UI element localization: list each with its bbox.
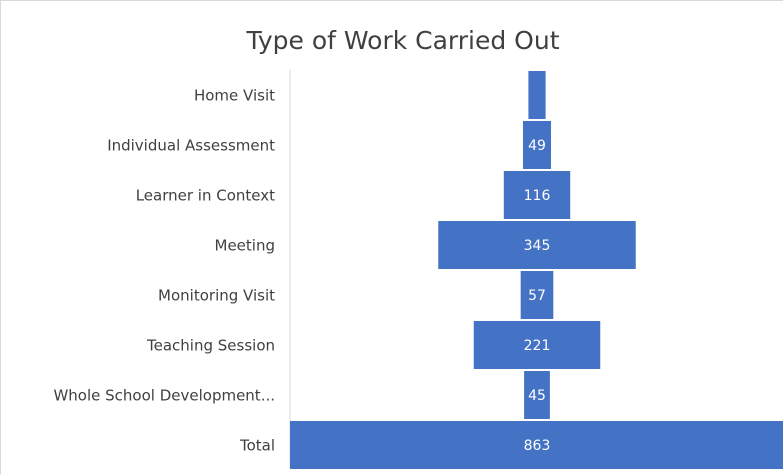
category-label: Learner in Context xyxy=(136,187,275,205)
category-label: Home Visit xyxy=(194,87,275,105)
funnel-bar xyxy=(290,421,783,469)
funnel-bar xyxy=(524,371,550,419)
funnel-bar xyxy=(522,121,552,169)
funnel-bar xyxy=(520,271,554,319)
funnel-bar xyxy=(528,71,546,119)
category-label: Teaching Session xyxy=(146,337,275,355)
value-label: 116 xyxy=(524,188,551,204)
value-label: 345 xyxy=(524,238,551,254)
value-label: 45 xyxy=(528,388,546,404)
funnel-bar xyxy=(503,171,571,219)
chart-title: Type of Work Carried Out xyxy=(245,26,559,55)
category-label: Meeting xyxy=(215,237,275,255)
funnel-bar xyxy=(438,221,636,269)
category-label: Individual Assessment xyxy=(107,137,275,155)
funnel-bar xyxy=(473,321,601,369)
category-label: Total xyxy=(239,437,275,455)
value-label: 221 xyxy=(524,338,551,354)
category-label: Monitoring Visit xyxy=(158,287,275,305)
value-label: 49 xyxy=(528,138,546,154)
value-label: 863 xyxy=(524,438,551,454)
value-label: 57 xyxy=(528,288,546,304)
category-label: Whole School Development... xyxy=(53,387,275,405)
